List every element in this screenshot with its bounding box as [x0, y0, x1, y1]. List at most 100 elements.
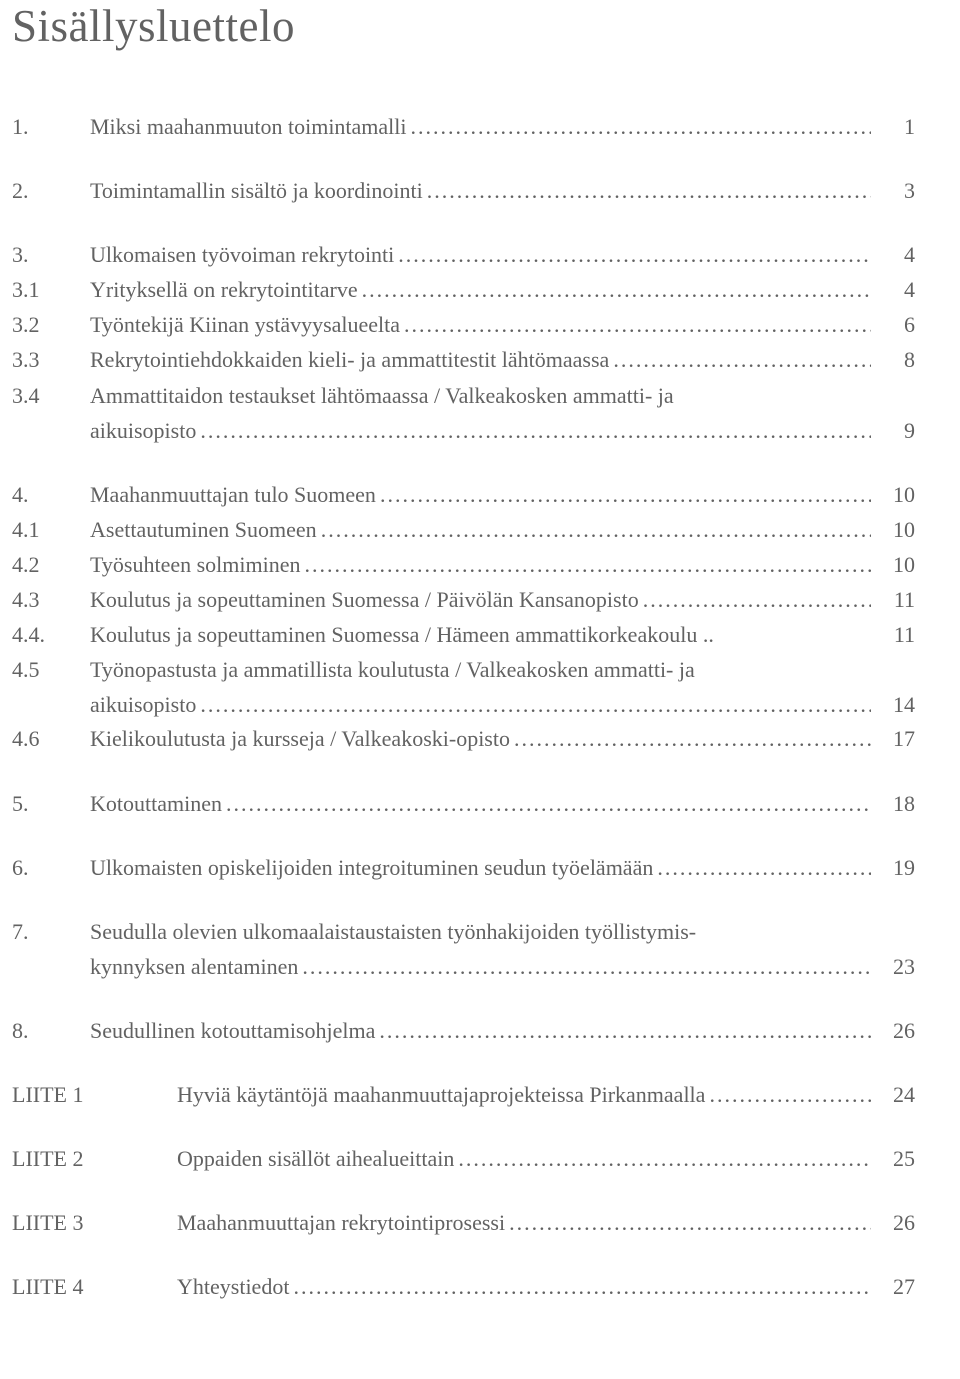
appendix-entry: LIITE 3 Maahanmuuttajan rekrytointiprose…	[12, 1206, 915, 1240]
toc-number: 4.4.	[12, 618, 90, 652]
appendix-label: LIITE 4	[12, 1270, 177, 1304]
toc-number: 4.3	[12, 583, 90, 617]
toc-entry-continuation: aikuisopisto ...........................…	[12, 688, 915, 722]
toc-entry: 2. Toimintamallin sisältö ja koordinoint…	[12, 174, 915, 208]
toc-entry: 4.1 Asettautuminen Suomeen .............…	[12, 513, 915, 547]
toc-group-1: 1. Miksi maahanmuuton toimintamalli ....…	[12, 110, 915, 144]
toc-number: 4.6	[12, 722, 90, 756]
toc-leader: ........................................…	[613, 343, 871, 377]
toc-title: Työntekijä Kiinan ystävyysalueelta	[90, 308, 400, 342]
toc-leader: ........................................…	[709, 1078, 871, 1112]
toc-entry: 4.2 Työsuhteen solmiminen ..............…	[12, 548, 915, 582]
toc-leader: ........................................…	[404, 308, 871, 342]
toc-number: 5.	[12, 787, 90, 821]
toc-leader: ........................................…	[321, 513, 871, 547]
toc-leader: ........................................…	[427, 174, 871, 208]
toc-group-4: 4. Maahanmuuttajan tulo Suomeen ........…	[12, 478, 915, 757]
toc-page: 25	[877, 1142, 915, 1176]
toc-title: Rekrytointiehdokkaiden kieli- ja ammatti…	[90, 343, 609, 377]
toc-page: 9	[877, 414, 915, 448]
toc-number: 1.	[12, 110, 90, 144]
toc-number: 3.2	[12, 308, 90, 342]
toc-title: Toimintamallin sisältö ja koordinointi	[90, 174, 423, 208]
toc-leader: ........................................…	[657, 851, 871, 885]
toc-title: Ulkomaisten opiskelijoiden integroitumin…	[90, 851, 653, 885]
toc-page: 8	[877, 343, 915, 377]
toc-entry: 1. Miksi maahanmuuton toimintamalli ....…	[12, 110, 915, 144]
toc-group-7: 7. Seudulla olevien ulkomaalaistaustaist…	[12, 915, 915, 984]
toc-number: 3.1	[12, 273, 90, 307]
toc-page: 10	[877, 478, 915, 512]
toc-title: Työnopastusta ja ammatillista koulutusta…	[90, 653, 695, 687]
toc-entry: 4.3 Koulutus ja sopeuttaminen Suomessa /…	[12, 583, 915, 617]
toc-entry: 3.2 Työntekijä Kiinan ystävyysalueelta .…	[12, 308, 915, 342]
toc-leader: ........................................…	[226, 787, 871, 821]
toc-entry: 5. Kotouttaminen .......................…	[12, 787, 915, 821]
toc-leader: ........................................…	[293, 1270, 871, 1304]
appendix-entry: LIITE 4 Yhteystiedot ...................…	[12, 1270, 915, 1304]
toc-entry: 4. Maahanmuuttajan tulo Suomeen ........…	[12, 478, 915, 512]
toc-entry: 7. Seudulla olevien ulkomaalaistaustaist…	[12, 915, 915, 949]
toc-page: 26	[877, 1014, 915, 1048]
toc-page: 3	[877, 174, 915, 208]
toc-leader: ........................................…	[362, 273, 871, 307]
toc-entry-continuation: kynnyksen alentaminen ..................…	[12, 950, 915, 984]
toc-leader: ........................................…	[200, 414, 871, 448]
toc-entry: 3.4 Ammattitaidon testaukset lähtömaassa…	[12, 379, 915, 413]
toc-page: 24	[877, 1078, 915, 1112]
toc-page: 1	[877, 110, 915, 144]
toc-entry: 4.5 Työnopastusta ja ammatillista koulut…	[12, 653, 915, 687]
toc-group-8: 8. Seudullinen kotouttamisohjelma ......…	[12, 1014, 915, 1048]
appendix-label: LIITE 1	[12, 1078, 177, 1112]
toc-entry: 4.6 Kielikoulutusta ja kursseja / Valkea…	[12, 722, 915, 756]
toc-group-5: 5. Kotouttaminen .......................…	[12, 787, 915, 821]
toc-number: 3.3	[12, 343, 90, 377]
toc-number: 7.	[12, 915, 90, 949]
toc-page: 6	[877, 308, 915, 342]
toc-title: Työsuhteen solmiminen	[90, 548, 301, 582]
appendix-label: LIITE 3	[12, 1206, 177, 1240]
toc-entry: 3.3 Rekrytointiehdokkaiden kieli- ja amm…	[12, 343, 915, 377]
toc-leader: ........................................…	[200, 688, 871, 722]
toc-number: 4.	[12, 478, 90, 512]
toc-page: 19	[877, 851, 915, 885]
toc-leader: ........................................…	[302, 950, 871, 984]
toc-leader: ........................................…	[411, 110, 871, 144]
toc-page: 27	[877, 1270, 915, 1304]
toc-entry: 3. Ulkomaisen työvoiman rekrytointi ....…	[12, 238, 915, 272]
toc-title: Ammattitaidon testaukset lähtömaassa / V…	[90, 379, 674, 413]
toc-title: Yrityksellä on rekrytointitarve	[90, 273, 358, 307]
toc-page: 17	[877, 722, 915, 756]
toc-page: 18	[877, 787, 915, 821]
toc-leader: ........................................…	[514, 722, 871, 756]
toc-page: 11	[877, 618, 915, 652]
toc-entry-continuation: aikuisopisto ...........................…	[12, 414, 915, 448]
appendix-entry: LIITE 1 Hyviä käytäntöjä maahanmuuttajap…	[12, 1078, 915, 1112]
toc-leader: ........................................…	[379, 1014, 871, 1048]
toc-leader: ........................................…	[305, 548, 872, 582]
toc-entry: 8. Seudullinen kotouttamisohjelma ......…	[12, 1014, 915, 1048]
toc-title: Miksi maahanmuuton toimintamalli	[90, 110, 407, 144]
toc-group-3: 3. Ulkomaisen työvoiman rekrytointi ....…	[12, 238, 915, 448]
toc-number: 3.	[12, 238, 90, 272]
toc-number: 8.	[12, 1014, 90, 1048]
toc-title: Asettautuminen Suomeen	[90, 513, 317, 547]
toc-title: Koulutus ja sopeuttaminen Suomessa / Häm…	[90, 618, 877, 652]
page-title: Sisällysluettelo	[12, 0, 915, 52]
toc-title: Seudullinen kotouttamisohjelma	[90, 1014, 375, 1048]
toc-number: 2.	[12, 174, 90, 208]
toc-title: Maahanmuuttajan tulo Suomeen	[90, 478, 376, 512]
toc-title: Kielikoulutusta ja kursseja / Valkeakosk…	[90, 722, 510, 756]
toc-title: kynnyksen alentaminen	[90, 950, 298, 984]
toc-leader: ........................................…	[643, 583, 871, 617]
toc-title: aikuisopisto	[90, 414, 196, 448]
toc-number: 4.2	[12, 548, 90, 582]
toc-page: 11	[877, 583, 915, 617]
toc-leader: ........................................…	[509, 1206, 871, 1240]
toc-page: 10	[877, 548, 915, 582]
appendix-title: Oppaiden sisällöt aihealueittain	[177, 1142, 454, 1176]
appendix-title: Hyviä käytäntöjä maahanmuuttajaprojektei…	[177, 1078, 705, 1112]
toc-leader: ........................................…	[398, 238, 871, 272]
toc-title: Ulkomaisen työvoiman rekrytointi	[90, 238, 394, 272]
toc-page: 26	[877, 1206, 915, 1240]
